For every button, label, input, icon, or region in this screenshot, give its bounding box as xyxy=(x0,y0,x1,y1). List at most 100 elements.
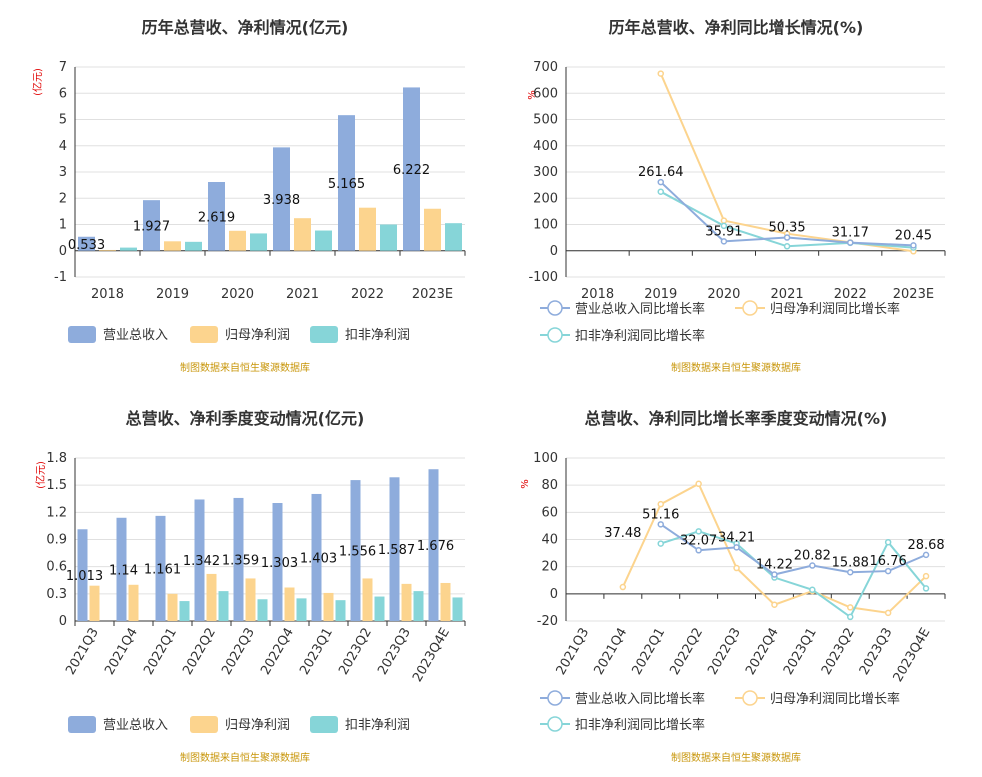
data-point[interactable] xyxy=(695,528,702,535)
bar-revenue[interactable] xyxy=(143,200,160,251)
data-point[interactable] xyxy=(884,609,892,617)
legend-marker[interactable] xyxy=(742,300,758,316)
legend-swatch[interactable] xyxy=(310,716,338,733)
bar-deducted-profit[interactable] xyxy=(257,599,268,621)
bar-net-profit[interactable] xyxy=(294,218,311,251)
bar-net-profit[interactable] xyxy=(167,593,178,621)
bar-revenue[interactable] xyxy=(428,469,439,621)
bar-net-profit[interactable] xyxy=(359,207,376,251)
data-point[interactable] xyxy=(771,601,778,608)
legend-swatch[interactable] xyxy=(310,326,338,343)
bar-revenue[interactable] xyxy=(350,480,361,621)
bar-net-profit[interactable] xyxy=(164,241,181,251)
data-point[interactable] xyxy=(847,613,854,621)
bar-net-profit[interactable] xyxy=(206,573,217,621)
data-point[interactable] xyxy=(657,540,664,547)
bar-revenue[interactable] xyxy=(311,493,322,621)
legend-label: 扣非净利润同比增长率 xyxy=(575,717,705,733)
data-point[interactable] xyxy=(847,604,854,611)
legend-label: 营业总收入 xyxy=(103,328,168,343)
bar-net-profit[interactable] xyxy=(401,583,412,621)
legend-swatch[interactable] xyxy=(190,326,218,343)
bar-net-profit[interactable] xyxy=(362,578,373,621)
bar-revenue[interactable] xyxy=(116,517,127,621)
data-point[interactable] xyxy=(771,571,778,578)
legend-swatch[interactable] xyxy=(68,716,96,733)
bar-revenue[interactable] xyxy=(272,503,283,621)
data-point[interactable] xyxy=(695,480,702,488)
data-point[interactable] xyxy=(922,572,930,580)
data-point[interactable] xyxy=(695,547,702,554)
annual-revenue-profit-chart: 历年总营收、净利情况(亿元) (亿元) -1 0 1 2 3 4 5 6 7 2018 2019 2020… xyxy=(31,18,466,374)
bar-deducted-profit[interactable] xyxy=(380,224,397,251)
bar-revenue[interactable] xyxy=(273,147,290,251)
bar-deducted-profit[interactable] xyxy=(413,591,424,621)
data-point[interactable] xyxy=(783,243,791,250)
data-point[interactable] xyxy=(720,222,728,230)
data-point[interactable] xyxy=(910,242,917,249)
bar-net-profit[interactable] xyxy=(89,585,100,621)
bar-deducted-profit[interactable] xyxy=(452,597,463,621)
y-tick-label: 0.9 xyxy=(46,533,67,548)
data-point[interactable] xyxy=(657,178,664,186)
bar-revenue[interactable] xyxy=(208,182,225,251)
bar-revenue[interactable] xyxy=(389,477,400,621)
data-point[interactable] xyxy=(733,564,740,572)
bar-revenue[interactable] xyxy=(194,499,205,621)
data-point[interactable] xyxy=(809,586,816,594)
legend-marker[interactable] xyxy=(547,716,563,732)
bar-net-profit[interactable] xyxy=(245,578,256,621)
data-point[interactable] xyxy=(657,70,664,77)
x-tick-label: 2022Q1 xyxy=(629,626,668,678)
bar-deducted-profit[interactable] xyxy=(374,596,385,621)
bar-revenue[interactable] xyxy=(77,529,88,621)
bar-deducted-profit[interactable] xyxy=(296,598,307,621)
bar-net-profit[interactable] xyxy=(284,587,295,621)
data-point[interactable] xyxy=(847,569,854,576)
legend-swatch[interactable] xyxy=(68,326,96,343)
data-point[interactable] xyxy=(809,562,816,569)
bar-net-profit[interactable] xyxy=(440,582,451,621)
bar-deducted-profit[interactable] xyxy=(250,233,267,251)
bar-deducted-profit[interactable] xyxy=(218,591,229,621)
data-label: 3.938 xyxy=(263,193,300,208)
bar-revenue[interactable] xyxy=(78,236,95,251)
data-point[interactable] xyxy=(720,217,728,224)
bar-net-profit[interactable] xyxy=(99,249,116,251)
data-label: 50.35 xyxy=(768,221,805,236)
bar-net-profit[interactable] xyxy=(229,230,246,251)
bar-net-profit[interactable] xyxy=(128,584,139,621)
legend-marker[interactable] xyxy=(547,690,563,706)
data-point[interactable] xyxy=(619,583,627,591)
bar-net-profit[interactable] xyxy=(424,208,441,251)
bar-revenue[interactable] xyxy=(233,497,244,621)
data-point[interactable] xyxy=(922,585,930,592)
data-point[interactable] xyxy=(884,567,892,575)
bar-deducted-profit[interactable] xyxy=(120,247,137,251)
data-point[interactable] xyxy=(922,551,930,559)
legend-swatch[interactable] xyxy=(190,716,218,733)
bar-revenue[interactable] xyxy=(338,115,355,251)
bar-net-profit[interactable] xyxy=(323,592,334,621)
data-point[interactable] xyxy=(847,239,854,246)
legend-marker[interactable] xyxy=(547,327,563,343)
data-label: 261.64 xyxy=(638,165,684,180)
data-point[interactable] xyxy=(657,521,664,528)
bar-revenue[interactable] xyxy=(155,515,166,621)
data-point[interactable] xyxy=(884,538,892,546)
bar-revenue[interactable] xyxy=(403,87,420,251)
y-tick-label: 500 xyxy=(533,113,558,128)
data-point[interactable] xyxy=(733,544,740,551)
bar-deducted-profit[interactable] xyxy=(315,230,332,251)
legend-marker[interactable] xyxy=(742,690,758,706)
bar-deducted-profit[interactable] xyxy=(445,223,462,251)
bar-deducted-profit[interactable] xyxy=(335,600,346,621)
bar-deducted-profit[interactable] xyxy=(185,241,202,251)
y-tick-label: 7 xyxy=(59,60,67,75)
data-point[interactable] xyxy=(783,234,791,241)
data-point[interactable] xyxy=(657,188,664,195)
legend-marker[interactable] xyxy=(547,300,563,316)
bar-deducted-profit[interactable] xyxy=(179,601,190,621)
data-point[interactable] xyxy=(657,500,664,508)
data-point[interactable] xyxy=(720,238,728,245)
